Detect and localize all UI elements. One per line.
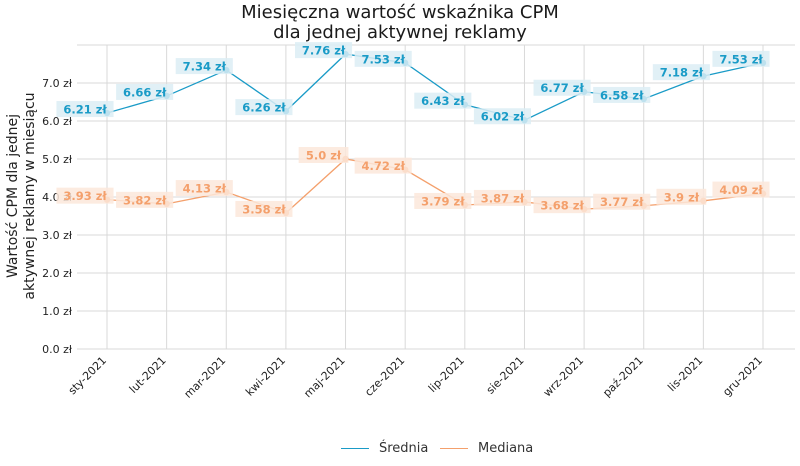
y-axis-label: Wartość CPM dla jednej aktywnej reklamy … xyxy=(5,92,38,299)
data-label: 6.26 zł xyxy=(242,101,286,115)
data-label: 3.82 zł xyxy=(123,193,167,207)
series-line-srednia xyxy=(106,53,764,121)
data-label: 5.0 zł xyxy=(306,149,342,163)
data-label: 6.77 zł xyxy=(540,81,584,95)
data-label-background xyxy=(235,99,293,116)
data-label-background xyxy=(354,50,412,67)
data-label: 3.79 zł xyxy=(421,194,465,208)
x-tick-label: lis-2021 xyxy=(665,354,705,394)
data-label: 6.43 zł xyxy=(421,94,465,108)
data-label: 7.18 zł xyxy=(660,66,704,80)
legend-item-mediana: Mediana xyxy=(440,441,533,456)
x-tick-label: mar-2021 xyxy=(182,354,229,401)
axes: 0.0 zł1.0 zł2.0 zł3.0 zł4.0 zł5.0 zł6.0 … xyxy=(42,77,765,401)
y-axis-label-line-1: Wartość CPM dla jednej xyxy=(5,114,21,278)
data-label-background xyxy=(712,181,770,198)
data-label-background xyxy=(116,191,174,208)
y-tick-label: 3.0 zł xyxy=(42,229,73,242)
data-label-background xyxy=(175,58,233,75)
data-label-background xyxy=(533,197,591,214)
x-tick-label: lip-2021 xyxy=(426,354,467,395)
data-label: 3.68 zł xyxy=(540,199,584,213)
data-label: 3.58 zł xyxy=(242,202,286,216)
data-label-background xyxy=(175,180,233,197)
data-label: 4.13 zł xyxy=(183,182,227,196)
data-label: 4.09 zł xyxy=(719,183,763,197)
data-label-background xyxy=(56,101,114,118)
data-label: 7.34 zł xyxy=(183,60,227,74)
legend: Średnia Mediana xyxy=(0,441,800,461)
data-label-background xyxy=(414,92,472,109)
y-tick-label: 7.0 zł xyxy=(42,77,73,90)
y-tick-label: 6.0 zł xyxy=(42,115,73,128)
x-tick-label: maj-2021 xyxy=(301,354,347,400)
x-tick-label: wrz-2021 xyxy=(541,354,586,399)
data-label-background xyxy=(116,83,174,100)
data-label-background xyxy=(414,192,472,209)
data-label-background xyxy=(593,86,651,103)
data-label: 7.76 zł xyxy=(302,44,346,58)
data-label-background xyxy=(593,193,651,210)
y-tick-label: 5.0 zł xyxy=(42,153,73,166)
y-tick-label: 1.0 zł xyxy=(42,305,73,318)
data-label-background xyxy=(656,188,707,205)
legend-swatch-srednia xyxy=(341,448,369,449)
x-tick-label: paź-2021 xyxy=(600,354,646,400)
legend-label-srednia: Średnia xyxy=(379,441,429,456)
chart-title-line-1: Miesięczna wartość wskaźnika CPM xyxy=(241,2,559,23)
x-tick-label: sty-2021 xyxy=(66,354,109,397)
x-tick-label: lut-2021 xyxy=(127,354,169,396)
y-tick-label: 2.0 zł xyxy=(42,267,73,280)
data-label: 3.93 zł xyxy=(63,189,107,203)
data-label-background xyxy=(712,50,770,67)
data-label-background xyxy=(298,147,349,163)
y-tick-label: 0.0 zł xyxy=(42,343,73,356)
data-label-background xyxy=(652,64,710,81)
data-label: 6.58 zł xyxy=(600,88,644,102)
data-label-background xyxy=(294,42,353,59)
data-label-background xyxy=(235,200,293,217)
data-label: 6.02 zł xyxy=(481,110,525,124)
data-label-background xyxy=(56,187,114,204)
data-label: 3.87 zł xyxy=(481,191,525,205)
data-label: 3.77 zł xyxy=(600,195,644,209)
chart-title-line-2: dla jednej aktywnej reklamy xyxy=(273,22,527,43)
data-label: 7.53 zł xyxy=(719,52,763,66)
legend-label-mediana: Mediana xyxy=(478,441,534,456)
data-labels: 6.21 zł 6.66 zł 7.34 zł 6.26 zł 7.76 zł 7.53 … xyxy=(56,42,770,217)
data-label-background xyxy=(533,79,591,96)
data-label: 4.72 zł xyxy=(362,159,406,173)
data-label: 6.66 zł xyxy=(123,85,167,99)
x-tick-label: sie-2021 xyxy=(484,354,527,397)
x-tick-label: kwi-2021 xyxy=(243,354,288,399)
data-label: 7.53 zł xyxy=(362,52,406,66)
data-label-background xyxy=(354,157,412,174)
data-label: 3.9 zł xyxy=(664,190,700,204)
legend-swatch-mediana xyxy=(440,448,468,449)
data-label-background xyxy=(473,108,532,125)
x-tick-label: cze-2021 xyxy=(362,354,407,399)
y-axis-label-line-2: aktywnej reklamy w miesiącu xyxy=(22,92,38,299)
legend-item-srednia: Średnia xyxy=(341,441,428,456)
data-label: 6.21 zł xyxy=(63,103,107,117)
data-label-background xyxy=(473,189,532,206)
x-tick-label: gru-2021 xyxy=(720,354,765,399)
